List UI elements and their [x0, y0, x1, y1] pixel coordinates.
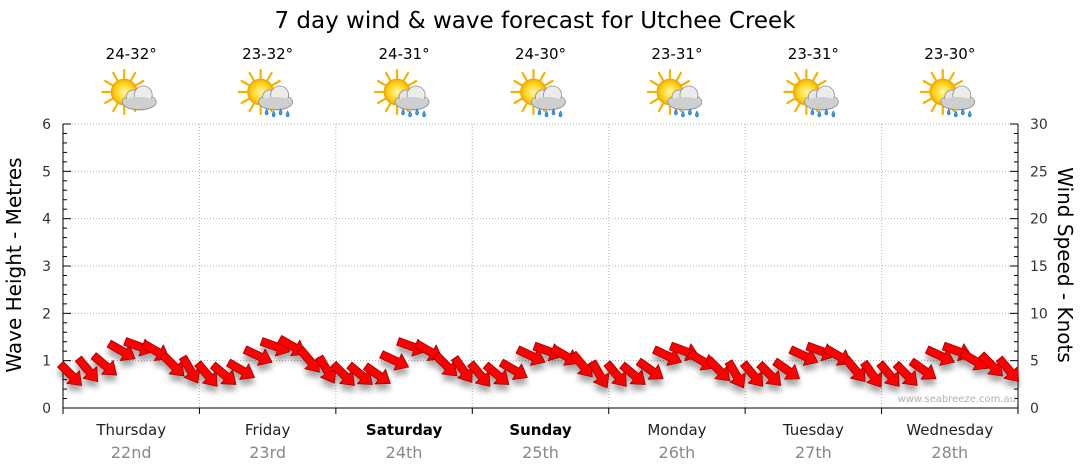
y2-tick-label: 5: [1030, 354, 1039, 370]
temperature-row: 24-32° 23-32° 24-31° 24-30° 23-31° 23-31° 23-3…: [106, 45, 976, 63]
wind-arrow: [892, 361, 918, 386]
wind-arrow: [588, 359, 610, 389]
wind-arrow: [242, 345, 273, 366]
wind-arrow: [635, 357, 664, 380]
day-labels: Thursday 22nd Friday 23rd Saturday 24th Sunday…: [95, 421, 993, 462]
left-tick-labels: 0 1 2 3 4 5 6: [42, 117, 51, 417]
day-name: Sunday: [509, 421, 572, 439]
day-name: Friday: [245, 421, 291, 439]
showers-icon: [646, 68, 703, 118]
weather-icon-row: [101, 68, 976, 118]
wind-arrow: [482, 361, 510, 385]
day-date: 26th: [659, 443, 696, 462]
day-temperature: 23-31°: [788, 45, 839, 63]
showers-icon: [237, 68, 294, 118]
wind-arrow: [210, 361, 237, 385]
day-temperature: 23-32°: [242, 45, 293, 63]
y2-tick-label: 15: [1030, 259, 1048, 275]
y-tick-label: 2: [42, 306, 51, 322]
wind-arrow: [499, 358, 528, 380]
showers-icon: [373, 68, 430, 118]
partly-cloudy-icon: [101, 68, 157, 116]
wind-arrow: [362, 362, 391, 385]
day-date: 27th: [795, 443, 832, 462]
wind-arrow: [90, 352, 117, 376]
y-tick-label: 0: [42, 401, 51, 417]
chart-title: 7 day wind & wave forecast for Utchee Cr…: [274, 8, 796, 34]
y-tick-label: 3: [42, 259, 51, 275]
showers-icon: [919, 68, 976, 118]
wind-arrow: [724, 359, 746, 389]
day-temperature: 24-32°: [106, 45, 157, 63]
day-temperature: 23-30°: [924, 45, 975, 63]
wind-arrow: [908, 357, 937, 380]
wind-arrow: [772, 357, 800, 380]
day-date: 25th: [522, 443, 559, 462]
day-date: 22nd: [111, 443, 152, 462]
y-tick-label: 4: [42, 212, 51, 228]
day-name: Thursday: [95, 421, 166, 439]
day-temperature: 23-31°: [651, 45, 702, 63]
axes: [62, 123, 1019, 414]
wind-arrow: [226, 358, 255, 380]
y-tick-label: 5: [42, 164, 51, 180]
y-tick-label: 6: [42, 117, 51, 133]
y2-tick-label: 10: [1030, 306, 1048, 322]
wind-arrow: [74, 355, 99, 383]
watermark: www.seabreeze.com.au: [898, 394, 1016, 405]
wind-arrow: [619, 361, 646, 385]
right-tick-labels: 0 5 10 15 20 25 30: [1030, 117, 1048, 417]
y-axis-title: Wave Height - Metres: [2, 157, 26, 372]
y2-tick-label: 0: [1030, 401, 1039, 417]
wind-arrow: [57, 361, 83, 386]
day-name: Monday: [647, 421, 706, 439]
day-temperature: 24-31°: [379, 45, 430, 63]
day-temperature: 24-30°: [515, 45, 566, 63]
day-name: Saturday: [366, 421, 443, 439]
y2-tick-label: 25: [1030, 164, 1048, 180]
wind-series: [57, 335, 1019, 389]
grid-lines: [63, 123, 1018, 408]
day-date: 28th: [931, 443, 968, 462]
day-name: Tuesday: [782, 421, 844, 439]
y-tick-label: 1: [42, 354, 51, 370]
wind-arrow: [756, 361, 782, 386]
y2-tick-label: 20: [1030, 212, 1048, 228]
day-date: 24th: [386, 443, 423, 462]
y2-axis-title: Wind Speed - Knots: [1053, 167, 1077, 363]
showers-icon: [783, 68, 839, 118]
wind-arrow: [860, 359, 883, 388]
wind-arrow: [995, 355, 1019, 383]
day-date: 23rd: [249, 443, 286, 462]
y2-tick-label: 30: [1030, 117, 1048, 133]
wind-arrow: [550, 344, 579, 366]
showers-icon: [510, 68, 566, 118]
day-name: Wednesday: [906, 421, 993, 439]
wind-arrow: [379, 350, 410, 371]
